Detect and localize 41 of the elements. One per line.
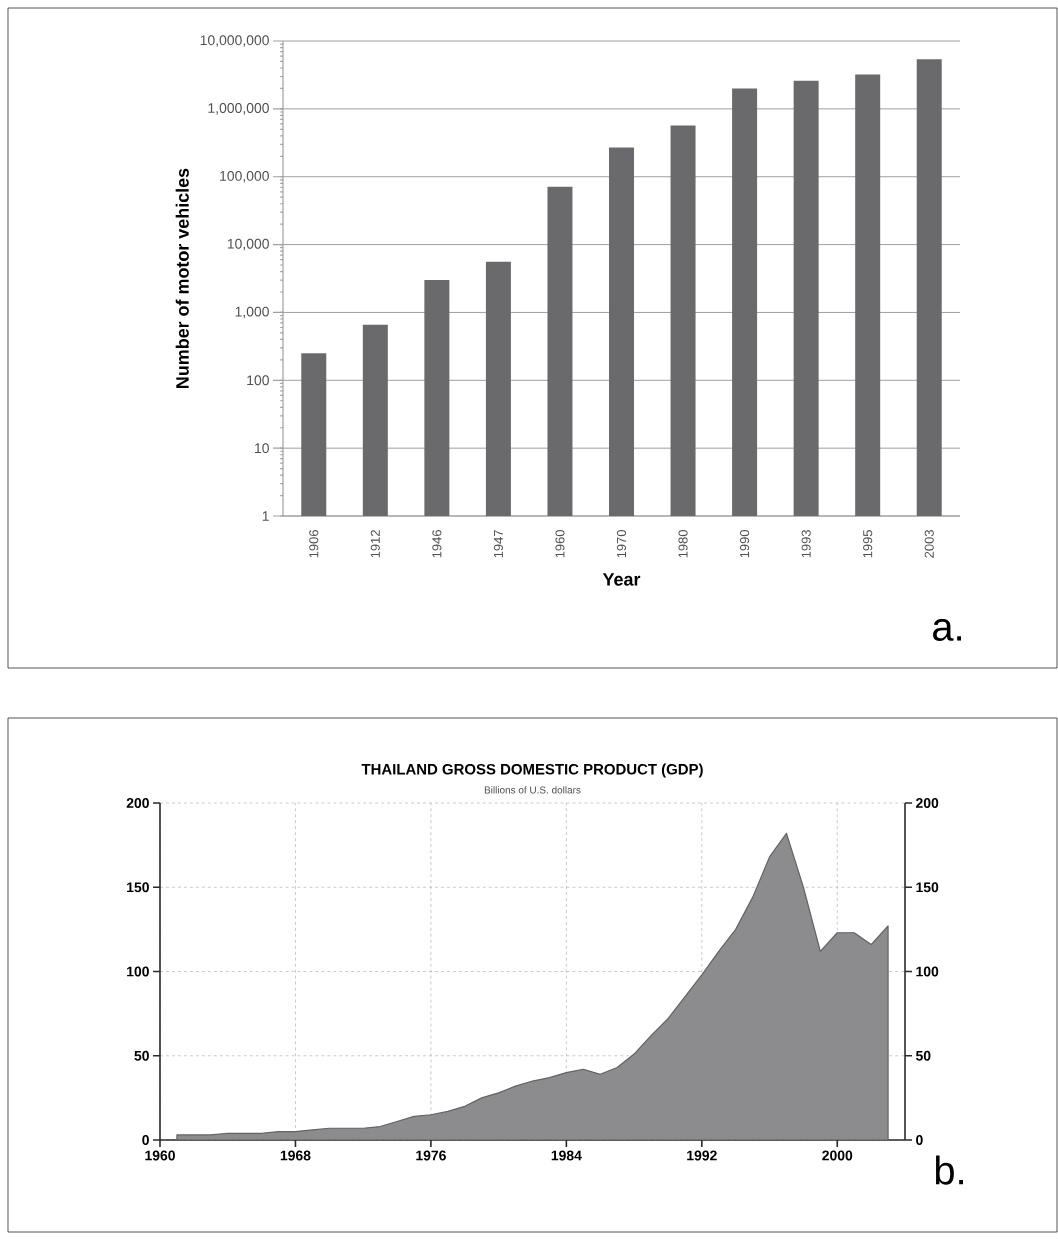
y-tick-label: 10,000,000 bbox=[200, 35, 269, 47]
x-tick-label: 2000 bbox=[822, 1150, 853, 1161]
y2-tick-label: 150 bbox=[916, 882, 939, 893]
x-tick-label: 1912 bbox=[370, 530, 380, 558]
y-tick-label: 200 bbox=[126, 798, 149, 808]
y-tick-label: 1 bbox=[262, 511, 269, 521]
x-tick-label: 1970 bbox=[616, 530, 627, 558]
x-tick-label: 1947 bbox=[493, 530, 503, 558]
y-tick-label: 10,000 bbox=[227, 238, 269, 251]
x-tick-label: 1968 bbox=[280, 1150, 311, 1161]
x-tick-label: 1995 bbox=[863, 530, 873, 558]
x-tick-label: 1906 bbox=[309, 530, 319, 558]
chart-title: THAILAND GROSS DOMESTIC PRODUCT (GDP) bbox=[361, 763, 703, 778]
y2-tick-label: 200 bbox=[916, 798, 939, 808]
y-tick-label: 1,000 bbox=[235, 306, 269, 319]
x-tick-label: 1976 bbox=[416, 1150, 446, 1161]
x-tick-label: 1993 bbox=[801, 530, 811, 558]
text: b. bbox=[935, 1155, 963, 1185]
y-tick-label: 10 bbox=[255, 443, 269, 454]
y-tick-label: 50 bbox=[134, 1050, 149, 1061]
x-tick-label: 1960 bbox=[555, 530, 565, 558]
y-tick-label: 0 bbox=[142, 1135, 149, 1145]
y-tick-label: 100,000 bbox=[220, 170, 269, 183]
y-tick-label: 150 bbox=[127, 882, 149, 893]
y2-tick-label: 0 bbox=[916, 1135, 923, 1145]
y-tick-label: 100 bbox=[247, 375, 269, 386]
y-tick-label: 1,000,000 bbox=[208, 103, 269, 115]
x-tick-label: 1992 bbox=[687, 1150, 717, 1161]
x-tick-label: 1960 bbox=[145, 1150, 175, 1161]
x-tick-label: 1990 bbox=[740, 530, 750, 558]
x-tick-label: 1980 bbox=[678, 530, 688, 558]
y-axis-title: Number of motor vehicles bbox=[175, 168, 189, 388]
x-axis-title: Year bbox=[602, 573, 641, 586]
x-tick-label: 1946 bbox=[432, 530, 442, 558]
text: a. bbox=[933, 619, 961, 641]
chart-subtitle: Billions of U.S. dollars bbox=[484, 786, 581, 794]
x-tick-label: 1984 bbox=[551, 1150, 582, 1161]
x-tick-label: 2003 bbox=[924, 530, 934, 558]
y2-tick-label: 50 bbox=[915, 1050, 931, 1061]
y2-tick-label: 100 bbox=[916, 966, 939, 977]
y-tick-label: 100 bbox=[127, 966, 149, 977]
